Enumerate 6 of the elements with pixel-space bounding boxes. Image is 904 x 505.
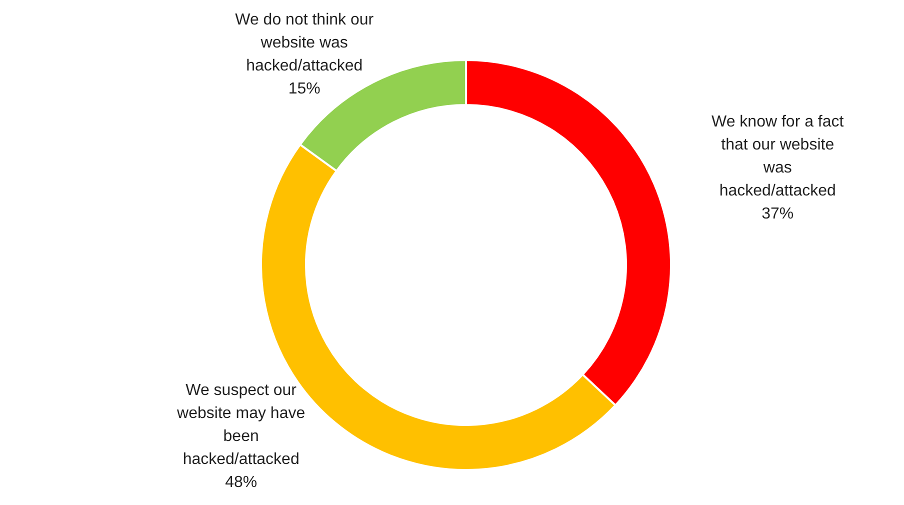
data-label: 37% [762, 206, 794, 223]
slice-label: We know for a fact that our website was hacked/attacked [712, 114, 844, 200]
slice-label: We suspect our website may have been hacked/attacked [176, 382, 306, 468]
data-label: 15% [288, 80, 320, 98]
slice-label: We do not think our website was hacked/attacked [235, 12, 374, 75]
data-label: 48% [225, 474, 258, 492]
